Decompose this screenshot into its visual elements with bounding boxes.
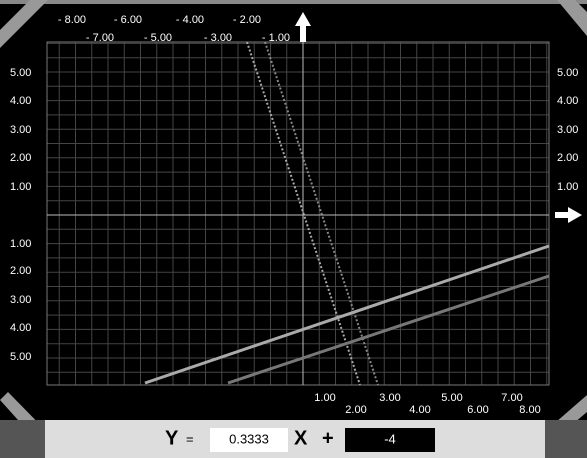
left-label: 3.00: [10, 294, 31, 306]
top-label: - 2.00: [233, 14, 261, 26]
bottom-label: 1.00: [314, 392, 335, 404]
left-label: 1.00: [10, 181, 31, 193]
top-label: - 1.00: [262, 32, 290, 44]
right-label: 5.00: [557, 67, 578, 79]
left-label: 2.00: [10, 265, 31, 277]
x-label: X: [294, 427, 308, 449]
right-label: 2.00: [557, 152, 578, 164]
panel-edge: [545, 420, 587, 458]
left-label: 4.00: [10, 95, 31, 107]
bottom-label: 4.00: [409, 404, 430, 416]
bottom-label: 8.00: [519, 404, 540, 416]
left-label: 2.00: [10, 152, 31, 164]
right-label: 4.00: [557, 95, 578, 107]
y-arrow: [295, 12, 311, 42]
equals: =: [186, 431, 194, 446]
plus: +: [322, 427, 334, 449]
top-label: - 7.00: [86, 32, 114, 44]
panel-edge: [0, 420, 45, 458]
right-label: 3.00: [557, 124, 578, 136]
bottom-label: 7.00: [501, 392, 522, 404]
y-label: Y: [165, 427, 179, 449]
slope-value[interactable]: 0.3333: [229, 431, 269, 446]
top-label: - 8.00: [58, 14, 86, 26]
steep-line: [246, 41, 361, 386]
intercept-input[interactable]: [345, 428, 435, 452]
x-arrow: [555, 207, 582, 223]
top-label: - 5.00: [144, 32, 172, 44]
user-line: [144, 244, 550, 385]
corner: [557, 0, 587, 36]
steep-line: [264, 41, 379, 386]
bottom-label: 3.00: [379, 392, 400, 404]
bottom-label: 6.00: [467, 404, 488, 416]
left-label: 3.00: [10, 124, 31, 136]
right-label: 1.00: [557, 181, 578, 193]
corner: [0, 0, 48, 48]
left-label: 4.00: [10, 322, 31, 334]
top-label: - 4.00: [176, 14, 204, 26]
top-label: - 3.00: [204, 32, 232, 44]
frame-top: [0, 0, 587, 4]
target-line: [227, 274, 550, 385]
left-label: 1.00: [10, 238, 31, 250]
slope-input[interactable]: [210, 428, 288, 452]
top-label: - 6.00: [114, 14, 142, 26]
equation-panel: [45, 420, 545, 458]
intercept-value[interactable]: -4: [384, 431, 396, 446]
left-label: 5.00: [10, 67, 31, 79]
bottom-label: 5.00: [441, 392, 462, 404]
bottom-label: 2.00: [345, 404, 366, 416]
plot-border: [46, 41, 550, 386]
left-label: 5.00: [10, 351, 31, 363]
